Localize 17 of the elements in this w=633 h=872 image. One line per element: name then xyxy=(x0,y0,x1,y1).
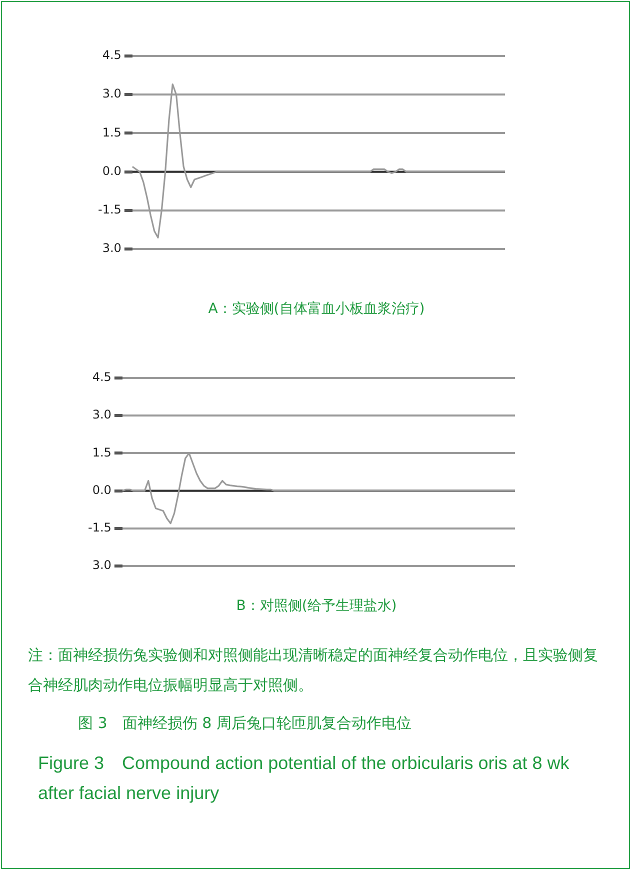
y-tick-label: 3.0 xyxy=(102,86,122,101)
caption: Figure 3 Compound action potential of the orbicularis oris at 8 wk after facial nerve injury xyxy=(37,752,570,805)
y-tick-label: 3.0 xyxy=(102,241,122,256)
caption: 图 3 面神经损伤 8 周后兔口轮匝肌复合动作电位 xyxy=(77,713,412,734)
text: A：实验侧(自体富血小板血浆治疗) xyxy=(207,300,426,318)
y-tick-label: 1.5 xyxy=(92,445,112,460)
text: 注：面神经损伤兔实验侧和对照侧能出现清晰稳定的面神经复合动作电位，且实验侧复合神经肌肉动作电位振幅明显高于对照侧。 xyxy=(28,645,599,696)
y-tick-label: -1.5 xyxy=(98,202,122,217)
y-tick-label: 0.0 xyxy=(102,164,122,178)
y-tick-label: 0.0 xyxy=(92,482,112,497)
y-tick-label: 1.5 xyxy=(102,125,122,140)
text: B：对照侧(给予生理盐水) xyxy=(235,597,398,615)
y-tick-label: -1.5 xyxy=(88,520,112,535)
y-tick-label: 4.5 xyxy=(92,370,112,384)
y-tick-label: 3.0 xyxy=(92,408,112,422)
y-tick-label: 3.0 xyxy=(92,558,112,572)
y-tick-label: 4.5 xyxy=(102,48,122,62)
